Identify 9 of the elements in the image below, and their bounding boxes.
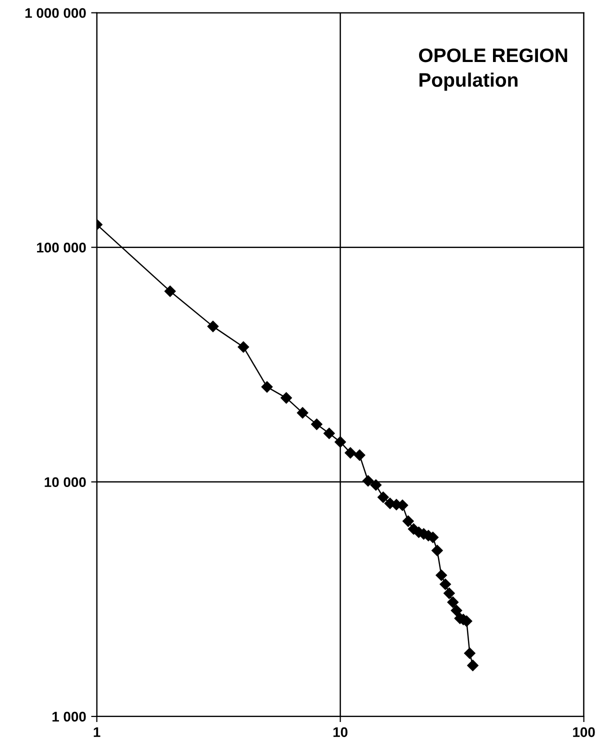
text: OPOLE REGION [419, 48, 568, 62]
y-tick-label: 1 000 000 [25, 8, 86, 18]
y-tick-label: 1 000 [52, 712, 86, 722]
x-tick-label: 1 [94, 727, 100, 737]
y-tick-label: 100 000 [37, 242, 86, 252]
y-tick-label: 10 000 [44, 477, 86, 488]
text: Population [420, 72, 518, 91]
x-tick-label: 10 [333, 727, 348, 738]
x-tick-label: 100 [573, 727, 595, 738]
